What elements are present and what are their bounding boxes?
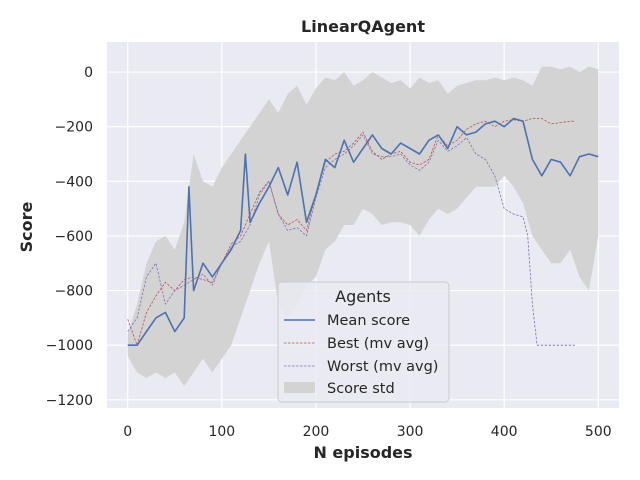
x-axis-label: N episodes bbox=[313, 443, 412, 462]
score-std-area bbox=[127, 66, 599, 387]
x-tick-label: 300 bbox=[397, 424, 424, 440]
series-lines bbox=[127, 117, 599, 346]
y-tick-label: −600 bbox=[55, 229, 93, 245]
worst-mv-avg-line bbox=[127, 134, 575, 346]
mean-score-line bbox=[127, 117, 599, 346]
legend-box bbox=[277, 281, 450, 403]
y-tick-labels: 0 −200 −400 −600 −800 −1000 −1200 bbox=[46, 65, 93, 409]
legend: Agents Mean score Best (mv avg) Worst (m… bbox=[277, 281, 450, 403]
x-tick-label: 400 bbox=[491, 424, 518, 440]
legend-label-worst: Worst (mv avg) bbox=[327, 359, 438, 375]
y-tick-label: −1000 bbox=[46, 338, 93, 354]
score-std-band bbox=[127, 66, 599, 387]
legend-label-std: Score std bbox=[327, 381, 395, 397]
chart-title: LinearQAgent bbox=[301, 17, 425, 36]
x-tick-labels: 0 100 200 300 400 500 bbox=[123, 424, 611, 440]
y-tick-label: −1200 bbox=[46, 393, 93, 409]
x-tick-label: 0 bbox=[123, 424, 132, 440]
legend-swatch-std bbox=[284, 382, 315, 393]
y-tick-label: 0 bbox=[84, 65, 93, 81]
x-tick-label: 200 bbox=[303, 424, 330, 440]
y-axis-label: Score bbox=[17, 201, 36, 252]
x-tick-label: 500 bbox=[585, 424, 612, 440]
legend-label-mean-score: Mean score bbox=[327, 313, 410, 329]
y-tick-label: −800 bbox=[55, 284, 93, 300]
x-tick-label: 100 bbox=[208, 424, 235, 440]
y-tick-label: −200 bbox=[55, 120, 93, 136]
y-tick-label: −400 bbox=[55, 174, 93, 190]
legend-title: Agents bbox=[335, 287, 391, 306]
best-mv-avg-line bbox=[127, 118, 575, 346]
legend-label-best: Best (mv avg) bbox=[327, 336, 429, 352]
